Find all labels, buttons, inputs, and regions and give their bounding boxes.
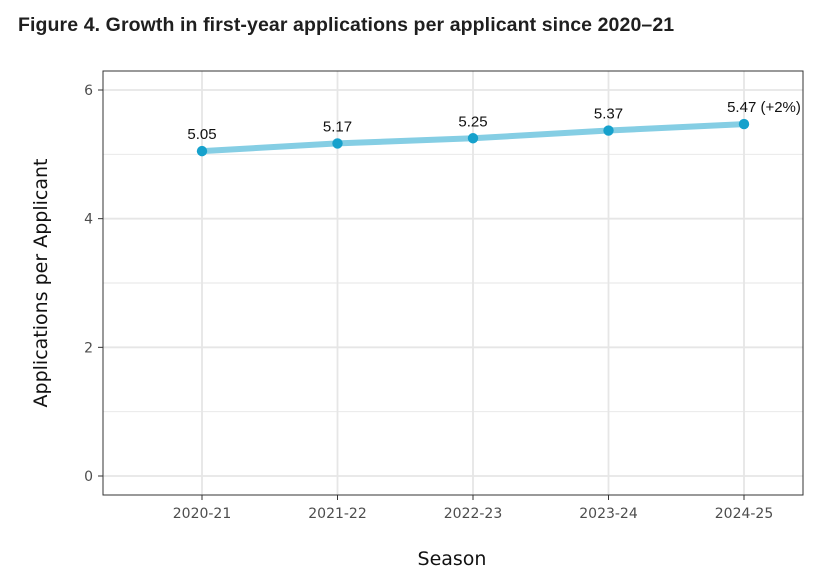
x-tick-label: 2024-25 <box>715 506 774 522</box>
y-tick-label: 4 <box>84 212 93 228</box>
data-point <box>603 125 614 136</box>
data-label: 5.17 <box>323 118 352 135</box>
x-tick-label: 2023-24 <box>579 506 638 522</box>
y-tick-label: 0 <box>84 469 93 485</box>
data-point <box>332 138 343 149</box>
x-tick-label: 2022-23 <box>444 506 503 522</box>
y-axis-title: Applications per Applicant <box>30 159 52 408</box>
x-tick-label: 2020-21 <box>173 506 232 522</box>
x-axis: 2020-21 2021-22 2022-23 2023-24 2024-25 <box>173 495 774 522</box>
data-point <box>738 118 750 130</box>
x-axis-title: Season <box>418 548 487 570</box>
y-axis: 0 2 4 6 <box>84 83 103 485</box>
y-tick-label: 6 <box>84 83 93 99</box>
plot-frame <box>102 70 804 496</box>
data-label: 5.25 <box>458 113 487 130</box>
panel-border <box>102 70 804 496</box>
data-label: 5.05 <box>187 126 216 143</box>
data-label: 5.37 <box>594 106 623 123</box>
x-tick-label: 2021-22 <box>308 506 367 522</box>
data-labels: 5.05 5.17 5.25 5.37 5.47 (+2%) <box>187 99 801 143</box>
figure-title: Figure 4. Growth in first-year applicati… <box>18 14 675 36</box>
series <box>196 118 750 157</box>
data-point <box>467 133 479 144</box>
grid <box>103 71 803 495</box>
y-tick-label: 2 <box>84 340 93 356</box>
data-label: 5.47 (+2%) <box>727 99 801 116</box>
data-point <box>196 145 208 157</box>
